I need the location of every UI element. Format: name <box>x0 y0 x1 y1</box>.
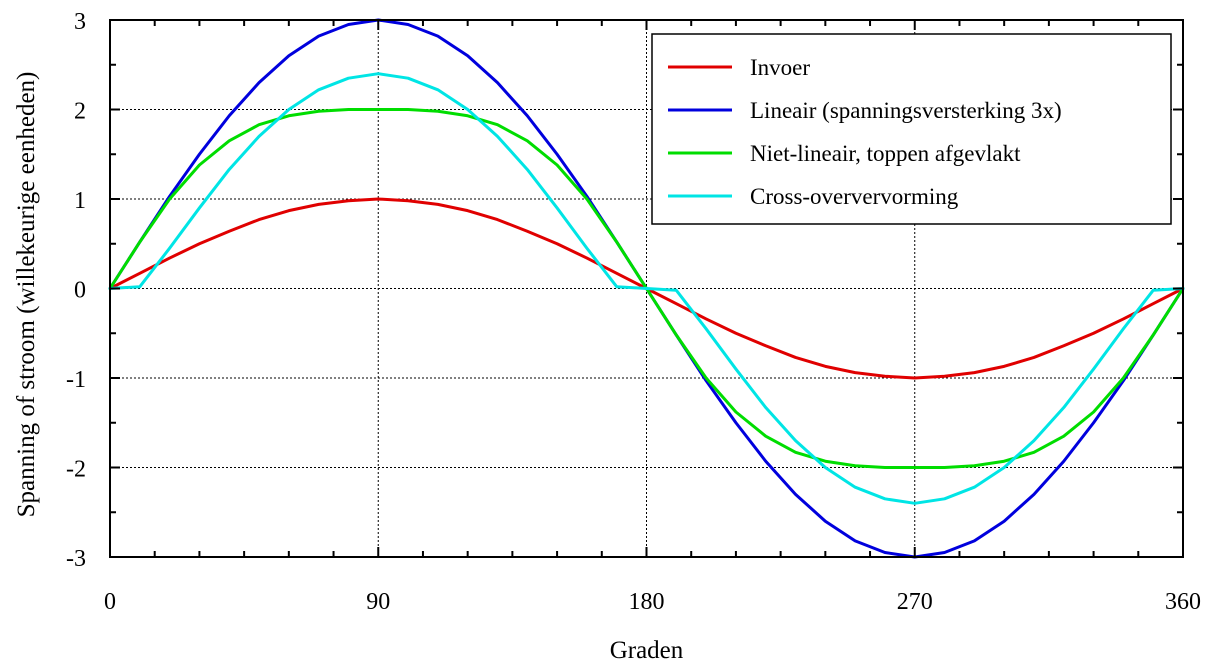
y-tick-label: 0 <box>74 278 86 304</box>
plot-series <box>108 18 1185 559</box>
y-tick-label: -3 <box>66 546 86 572</box>
x-tick-label: 0 <box>104 589 116 615</box>
legend: Invoer Lineair (spanningsversterking 3x) N… <box>651 33 1172 225</box>
y-tick-label: 3 <box>74 9 86 35</box>
legend-label: Invoer <box>750 55 810 80</box>
x-tick-label: 90 <box>366 589 390 615</box>
legend-label: Niet-lineair, toppen afgevlakt <box>750 141 1021 166</box>
x-tick-label: 270 <box>897 589 933 615</box>
y-tick-label: -2 <box>66 457 86 483</box>
series-line-4 <box>108 72 1185 505</box>
legend-box <box>651 33 1172 225</box>
legend-label: Cross-oververvorming <box>750 184 959 209</box>
y-tick-label: 2 <box>74 99 86 125</box>
y-tick-label: 1 <box>74 188 86 214</box>
y-axis-title: Spanning of stroom (willekeurige eenhede… <box>13 72 40 518</box>
tick-labels: 0 90 180 270 360 3 2 1 0 -1 -2 -3 <box>66 9 1201 615</box>
y-tick-label: -1 <box>66 367 86 393</box>
legend-label: Lineair (spanningsversterking 3x) <box>750 98 1062 123</box>
x-tick-label: 180 <box>629 589 665 615</box>
axis-ticks <box>109 19 1184 558</box>
x-axis-title: Graden <box>610 637 684 664</box>
x-tick-label: 360 <box>1165 589 1201 615</box>
